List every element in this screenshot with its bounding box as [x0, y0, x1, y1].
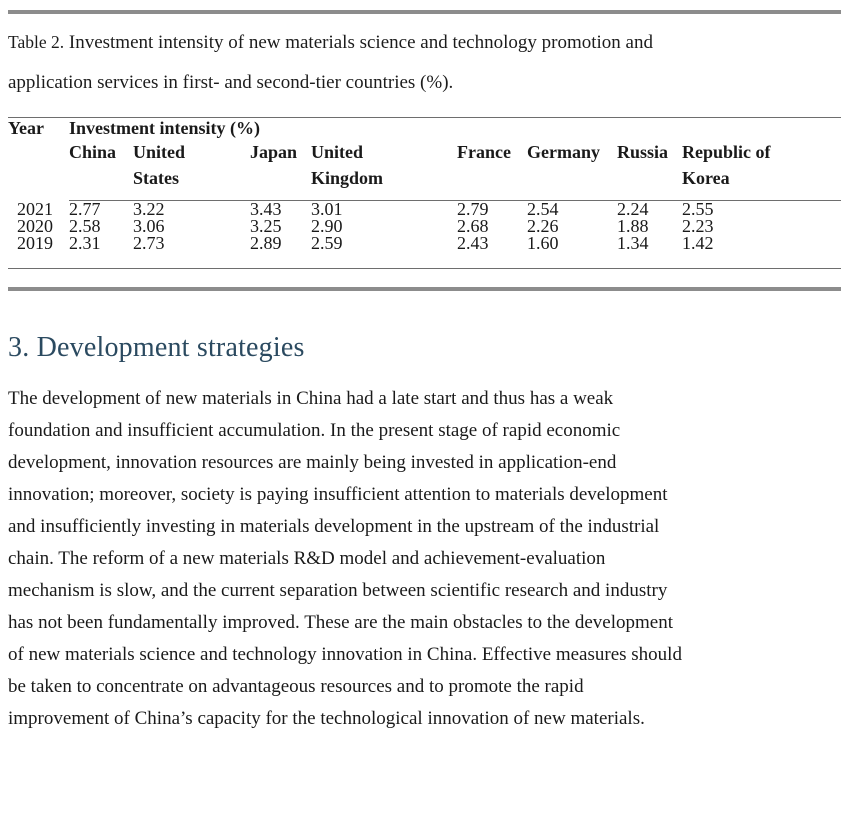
- value-cell: 2.90: [311, 216, 343, 236]
- value-cell: 1.34: [617, 233, 649, 253]
- value-cell: 2.58: [69, 216, 101, 236]
- column-header-label: United States: [133, 142, 186, 188]
- value-cell: 3.22: [133, 199, 165, 219]
- value-cell: 2.26: [527, 216, 559, 236]
- column-group-header-investment-intensity: Investment intensity (%): [69, 118, 260, 138]
- year-cell: 2021: [17, 198, 53, 219]
- table-header-row-2: China United States Japan United Kingdom…: [8, 139, 841, 201]
- column-header-japan: Japan: [250, 139, 311, 201]
- value-cell: 2.79: [457, 199, 489, 219]
- table-top-thick-rule: [8, 10, 841, 14]
- value-cell: 3.01: [311, 199, 343, 219]
- value-cell: 2.23: [682, 216, 714, 236]
- value-cell: 2.89: [250, 233, 282, 253]
- value-cell: 2.68: [457, 216, 489, 236]
- column-header-label: Republic of Korea: [682, 142, 771, 188]
- column-header-label: Russia: [617, 142, 669, 162]
- value-cell: 2.31: [69, 233, 101, 253]
- table-row-2020: 2020 2.58 3.06 3.25 2.90 2.68 2.26 1.88 …: [8, 216, 841, 236]
- value-cell: 2.43: [457, 233, 489, 253]
- column-header-label: United Kingdom: [311, 142, 384, 188]
- year-cell: 2020: [17, 216, 53, 236]
- investment-intensity-table: Year Investment intensity (%) China Unit…: [8, 117, 841, 269]
- value-cell: 3.25: [250, 216, 282, 236]
- column-header-republic-of-korea: Republic of Korea: [682, 139, 841, 201]
- column-header-label: Japan: [250, 142, 298, 162]
- value-cell: 2.55: [682, 199, 714, 219]
- table-caption-text: Investment intensity of new materials sc…: [8, 32, 653, 93]
- year-cell: 2019: [17, 233, 53, 253]
- column-header-label: China: [69, 142, 117, 162]
- column-header-china: China: [69, 139, 133, 201]
- section-paragraph: The development of new materials in Chin…: [8, 388, 682, 729]
- column-header-united-kingdom: United Kingdom: [311, 139, 457, 201]
- value-cell: 1.42: [682, 233, 714, 253]
- column-header-russia: Russia: [617, 139, 682, 201]
- table-header-row-1: Year Investment intensity (%): [8, 118, 841, 140]
- value-cell: 3.43: [250, 199, 282, 219]
- value-cell: 2.54: [527, 199, 559, 219]
- section-heading: 3. Development strategies: [8, 332, 305, 363]
- value-cell: 2.59: [311, 233, 343, 253]
- column-header-label: Germany: [527, 142, 600, 162]
- table-caption-label: Table 2.: [8, 32, 65, 52]
- column-header-united-states: United States: [133, 139, 250, 201]
- table-caption: Table 2. Investment intensity of new mat…: [8, 22, 841, 103]
- value-cell: 1.88: [617, 216, 649, 236]
- value-cell: 2.73: [133, 233, 165, 253]
- column-header-france: France: [457, 139, 527, 201]
- table-row-2021: 2021 2.77 3.22 3.43 3.01 2.79 2.54 2.24 …: [8, 198, 841, 219]
- column-header-germany: Germany: [527, 139, 617, 201]
- value-cell: 1.60: [527, 233, 559, 253]
- column-header-label: France: [457, 142, 511, 162]
- value-cell: 2.24: [617, 199, 649, 219]
- value-cell: 2.77: [69, 199, 101, 219]
- table-row-2019: 2019 2.31 2.73 2.89 2.59 2.43 1.60 1.34 …: [8, 233, 841, 269]
- column-header-year: Year: [8, 118, 44, 138]
- value-cell: 3.06: [133, 216, 165, 236]
- table-bottom-thick-rule: [8, 287, 841, 291]
